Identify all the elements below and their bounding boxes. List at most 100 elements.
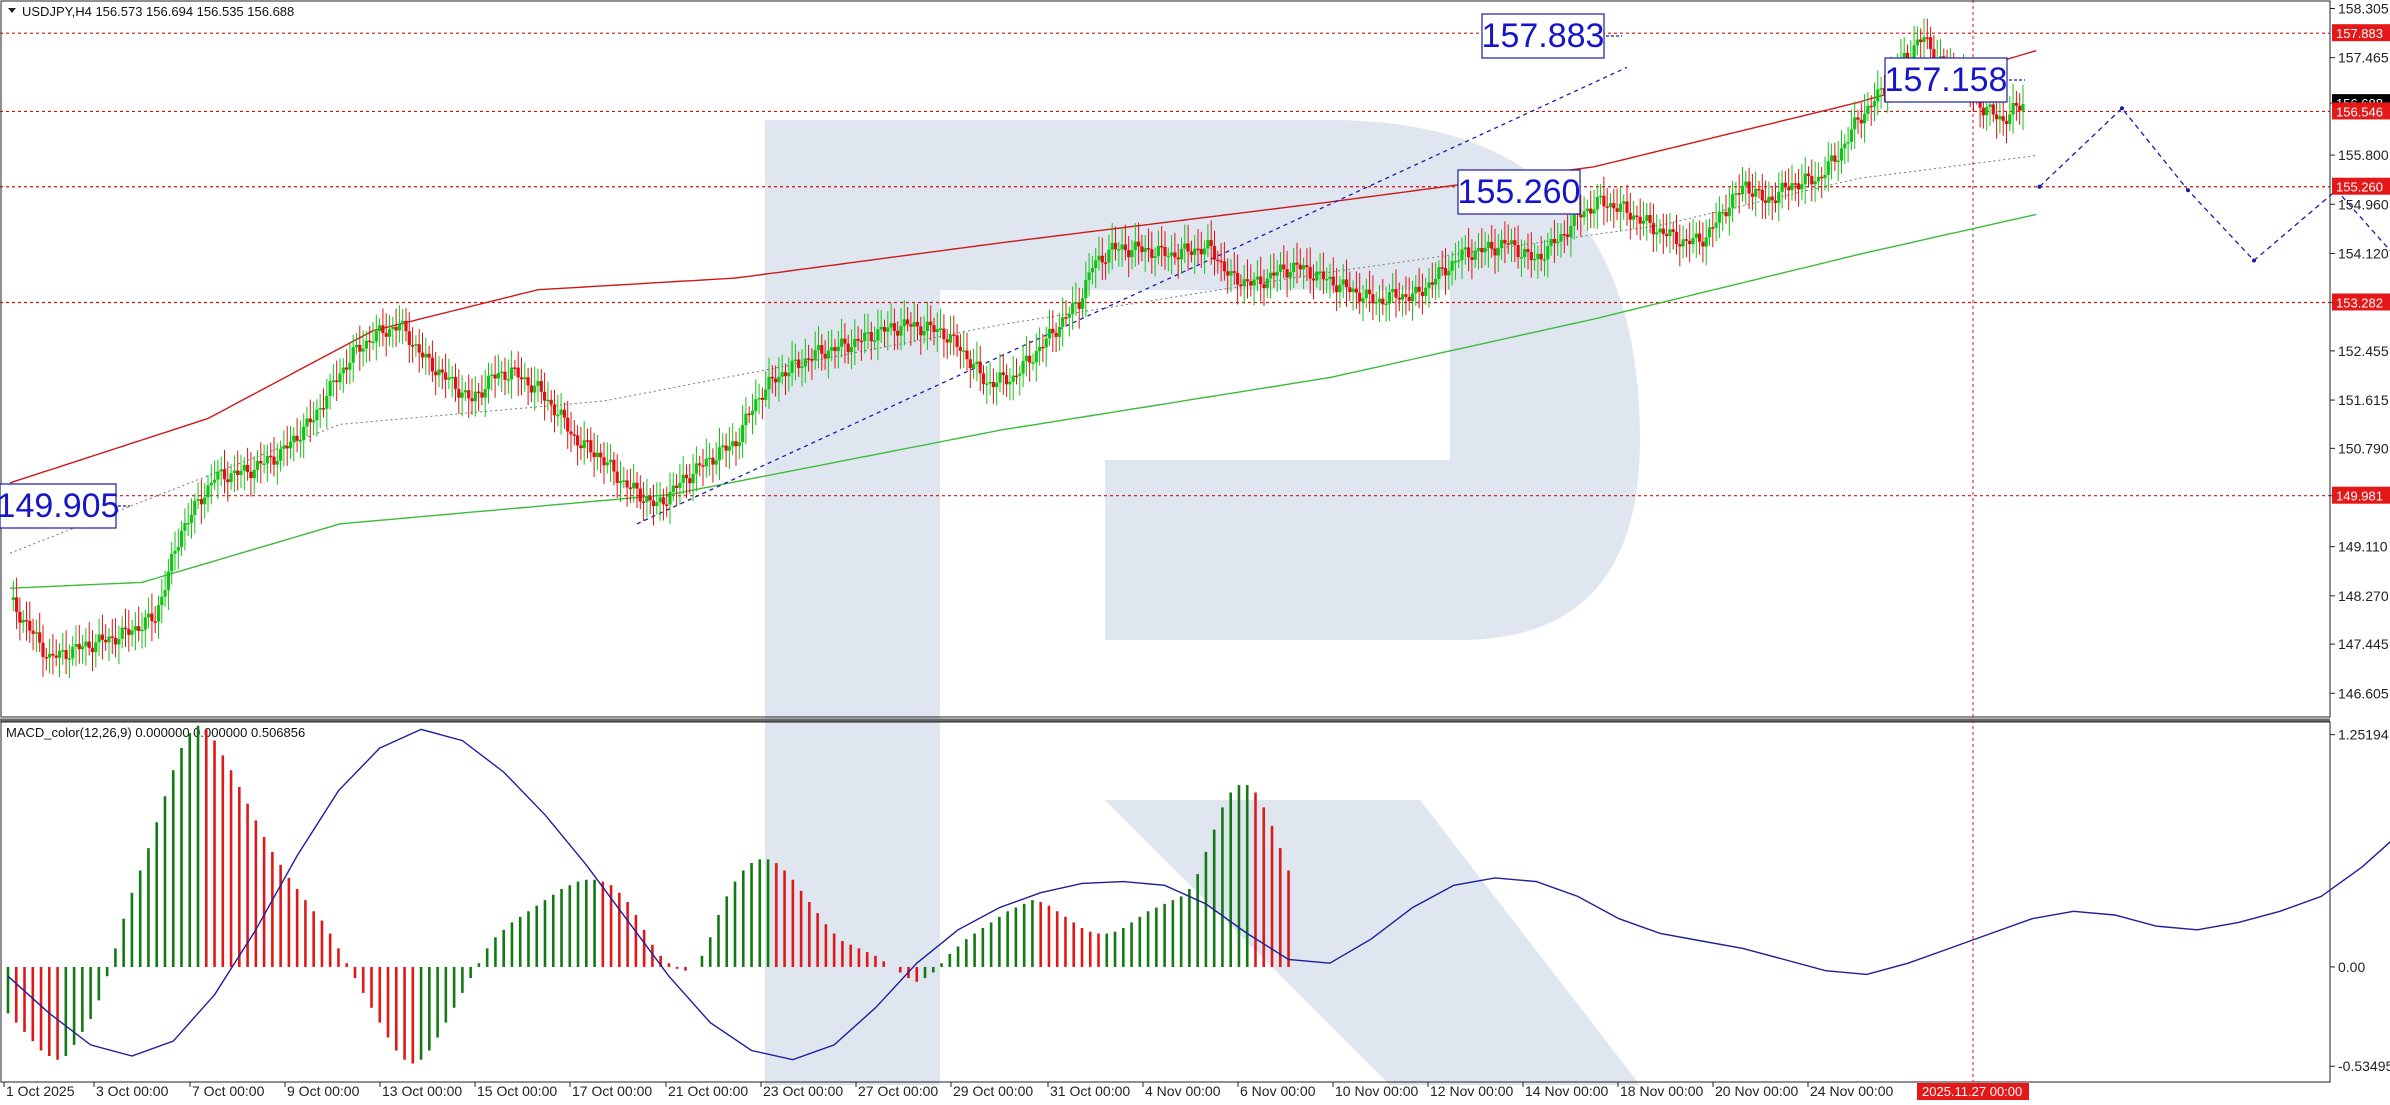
candle-bear bbox=[1513, 240, 1516, 245]
candle-bear bbox=[358, 345, 361, 352]
candle-bull bbox=[1193, 249, 1196, 255]
candle-bear bbox=[1810, 176, 1813, 184]
candle-bull bbox=[1500, 240, 1503, 248]
macd-histogram bbox=[8, 726, 1289, 1064]
candle-bear bbox=[1530, 252, 1533, 260]
candle-bear bbox=[1286, 269, 1289, 277]
candle-bear bbox=[1305, 265, 1308, 267]
candle-bull bbox=[1477, 248, 1480, 251]
candle-bull bbox=[1319, 271, 1322, 273]
candle-bear bbox=[579, 445, 582, 448]
candle-bull bbox=[1464, 247, 1467, 249]
candle-bear bbox=[1678, 244, 1681, 246]
candle-bull bbox=[1550, 239, 1553, 246]
candle-bear bbox=[1226, 271, 1229, 275]
candle-bull bbox=[1427, 282, 1430, 287]
candle-bear bbox=[725, 446, 728, 451]
candle-bear bbox=[395, 327, 398, 331]
candle-bull bbox=[1731, 194, 1734, 207]
candle-bull bbox=[1583, 211, 1586, 217]
candle-bull bbox=[1170, 252, 1173, 255]
candle-bear bbox=[1147, 248, 1150, 250]
price-tick-label: 146.605 bbox=[2338, 685, 2389, 701]
candle-bull bbox=[1695, 234, 1698, 239]
candle-bull bbox=[995, 383, 998, 387]
candle-bull bbox=[1744, 182, 1747, 186]
candle-bull bbox=[203, 497, 206, 504]
candle-bull bbox=[1460, 250, 1463, 261]
candle-bear bbox=[431, 358, 434, 372]
candle-bull bbox=[2021, 104, 2024, 111]
candle-bear bbox=[494, 375, 497, 379]
candle-bull bbox=[144, 617, 147, 629]
candle-bull bbox=[210, 483, 213, 486]
candle-bear bbox=[1774, 200, 1777, 203]
candle-bull bbox=[352, 347, 355, 363]
candle-bear bbox=[28, 621, 31, 631]
candle-bear bbox=[1652, 223, 1655, 234]
candle-bull bbox=[972, 364, 975, 368]
candle-bear bbox=[1662, 229, 1665, 234]
candle-bull bbox=[1487, 242, 1490, 248]
time-tick-label: 9 Oct 00:00 bbox=[287, 1083, 360, 1099]
candle-bull bbox=[490, 375, 493, 377]
candle-bear bbox=[932, 325, 935, 332]
candle-bear bbox=[883, 327, 886, 332]
candle-bear bbox=[1332, 277, 1335, 286]
candle-bear bbox=[1173, 252, 1176, 257]
candle-bear bbox=[701, 465, 704, 467]
candle-bear bbox=[150, 614, 153, 622]
candle-bull bbox=[177, 547, 180, 551]
candle-bear bbox=[1606, 206, 1609, 208]
candle-bear bbox=[1738, 193, 1741, 195]
candle-bear bbox=[1629, 213, 1632, 220]
candle-bear bbox=[1470, 257, 1473, 260]
candle-bull bbox=[1084, 280, 1087, 298]
price-label-box: 157.158 bbox=[1885, 58, 2025, 102]
candle-bull bbox=[1484, 248, 1487, 252]
candle-bear bbox=[1748, 182, 1751, 194]
candle-bull bbox=[1754, 189, 1757, 197]
candle-bull bbox=[1840, 148, 1843, 160]
candle-bear bbox=[1490, 242, 1493, 249]
candle-bull bbox=[1734, 193, 1737, 195]
candle-bull bbox=[998, 372, 1001, 382]
candle-bull bbox=[98, 635, 101, 643]
candle-bear bbox=[969, 359, 972, 368]
candle-bear bbox=[1348, 287, 1351, 292]
candle-bear bbox=[1856, 117, 1859, 119]
candle-bull bbox=[962, 351, 965, 353]
candle-bear bbox=[51, 654, 54, 656]
candle-bull bbox=[107, 636, 110, 642]
candle-bear bbox=[1649, 215, 1652, 223]
candle-bear bbox=[381, 325, 384, 333]
candle-bull bbox=[230, 473, 233, 482]
candle-bull bbox=[1107, 250, 1110, 263]
candle-bull bbox=[1378, 299, 1381, 302]
candle-bear bbox=[296, 436, 299, 441]
candle-bull bbox=[596, 453, 599, 457]
price-tick-label: 152.455 bbox=[2338, 343, 2389, 359]
price-label-text: 157.158 bbox=[1885, 61, 2008, 99]
candle-bear bbox=[1688, 241, 1691, 244]
candle-bear bbox=[345, 368, 348, 370]
candle-bear bbox=[25, 620, 28, 622]
candle-bear bbox=[1797, 183, 1800, 189]
candle-bear bbox=[223, 469, 226, 479]
candle-bull bbox=[487, 376, 490, 389]
candle-bull bbox=[35, 632, 38, 634]
candle-bull bbox=[705, 459, 708, 467]
candle-bear bbox=[1421, 292, 1424, 296]
candle-bull bbox=[1715, 223, 1718, 228]
candle-bull bbox=[1091, 268, 1094, 272]
candle-bear bbox=[1190, 252, 1193, 255]
candle-bull bbox=[134, 626, 137, 630]
candle-bull bbox=[461, 392, 464, 397]
candle-bull bbox=[523, 377, 526, 379]
candle-bear bbox=[797, 360, 800, 368]
candle-bull bbox=[767, 377, 770, 390]
candle-bear bbox=[1404, 294, 1407, 297]
candle-bear bbox=[1639, 217, 1642, 224]
candle-bear bbox=[857, 339, 860, 341]
